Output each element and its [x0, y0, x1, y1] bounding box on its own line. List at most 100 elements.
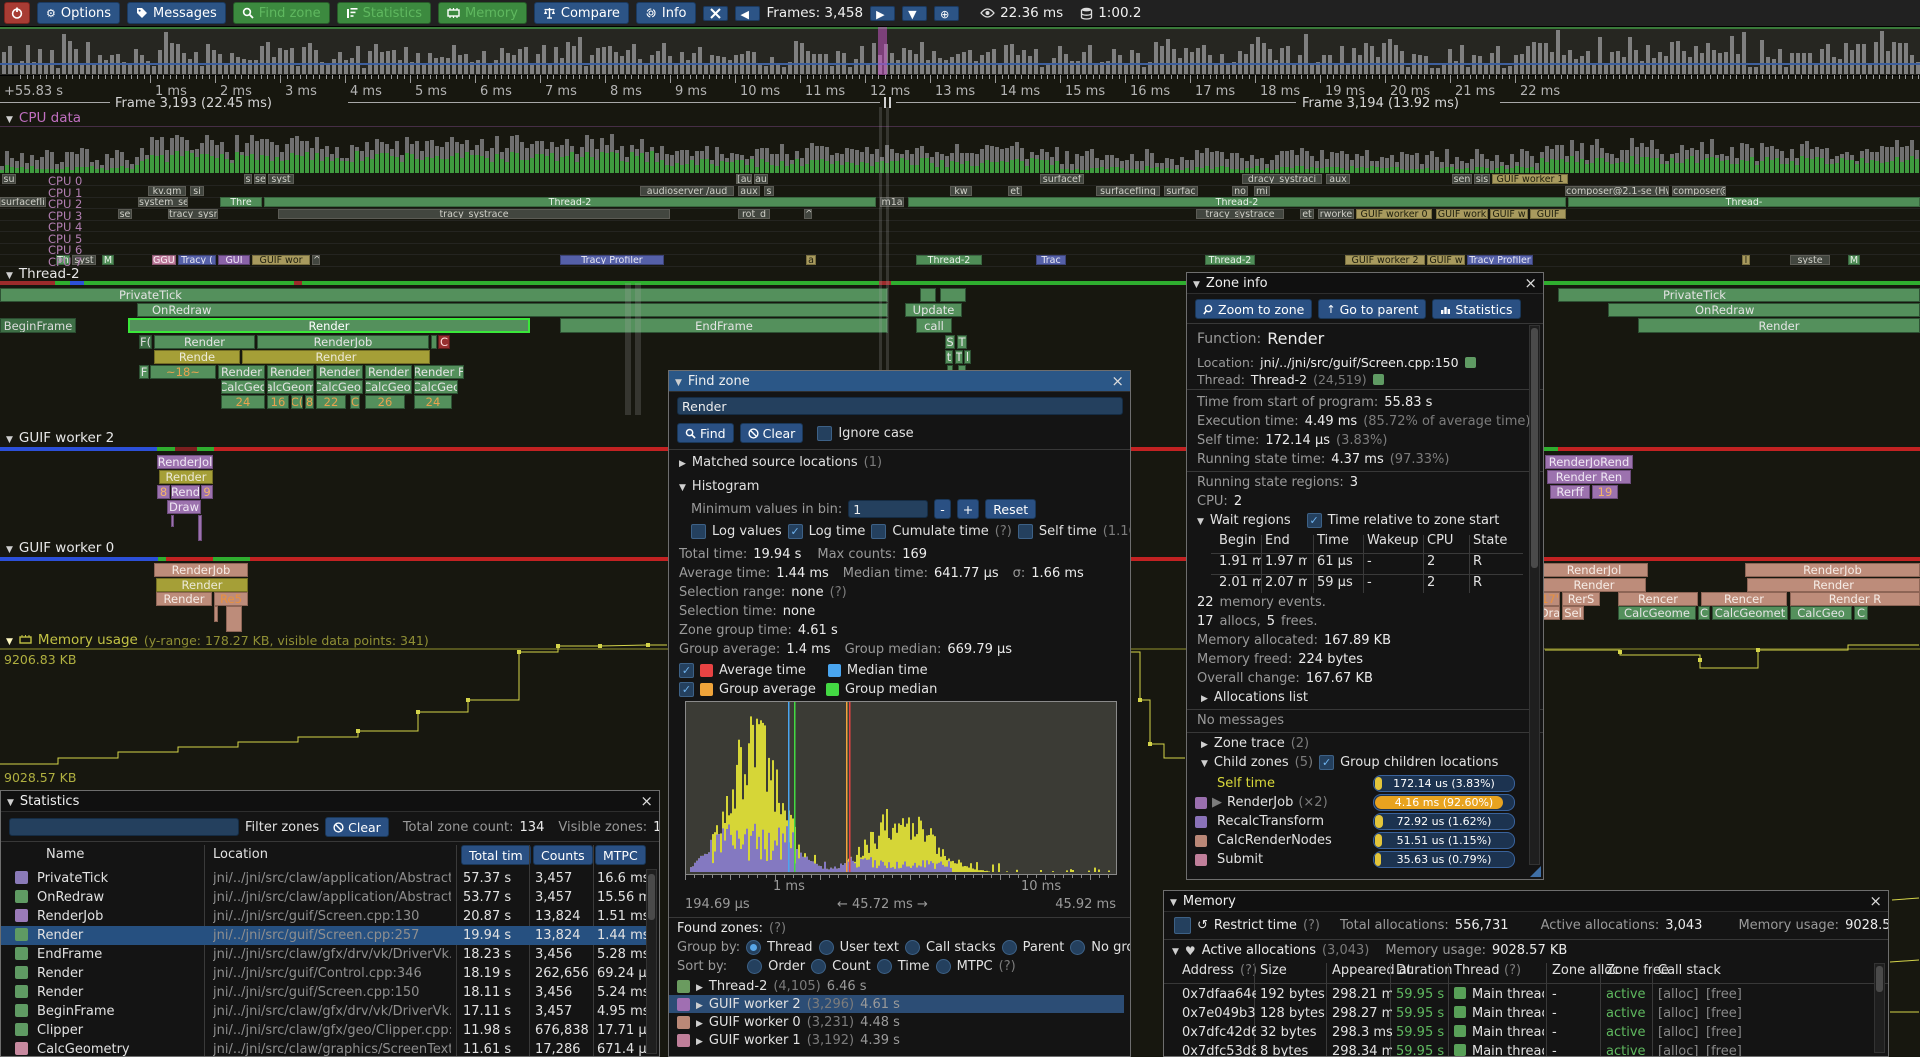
- group-none-radio[interactable]: [1070, 940, 1086, 955]
- table-row[interactable]: OnRedraw jni/../jni/src/claw/application…: [1, 888, 657, 907]
- zoom-to-zone-button[interactable]: Zoom to zone: [1195, 299, 1313, 319]
- find-zone-titlebar[interactable]: Find zone: [669, 371, 1130, 392]
- table-row[interactable]: EndFrame jni/../jni/src/claw/gfx/drv/vk/…: [1, 945, 650, 964]
- cpu-zone[interactable]: kw: [950, 186, 972, 196]
- zone[interactable]: PrivateTick: [0, 288, 888, 302]
- table-row[interactable]: BeginFrame jni/../jni/src/claw/gfx/drv/v…: [1, 1002, 650, 1021]
- group-checkbox[interactable]: [679, 682, 694, 697]
- cpu-zone[interactable]: [1238, 209, 1240, 219]
- zone[interactable]: [171, 515, 174, 527]
- cpu-zone[interactable]: Tracy Profiler: [1467, 255, 1533, 265]
- cpu-zone[interactable]: composer@2.1-se (Hw: [1565, 186, 1669, 196]
- cpu-zone[interactable]: se: [118, 209, 132, 219]
- ignore-case-checkbox[interactable]: [817, 425, 833, 441]
- zone[interactable]: CalcGeor: [316, 380, 363, 394]
- cpu-zone[interactable]: dracy_systraci: [1242, 174, 1322, 184]
- cpu-zone[interactable]: l: [1742, 255, 1750, 265]
- zone[interactable]: S: [945, 335, 955, 349]
- zone[interactable]: RenderJol: [1540, 563, 1648, 577]
- cpu-zone[interactable]: syst: [72, 255, 96, 265]
- table-row[interactable]: Render jni/../jni/src/guif/Screen.cpp:25…: [1, 926, 650, 945]
- table-row[interactable]: PrivateTick jni/../jni/src/claw/applicat…: [1, 869, 650, 888]
- statistics-titlebar[interactable]: Statistics: [1, 791, 659, 812]
- cpu-zone[interactable]: Thread-2: [916, 255, 982, 265]
- cpu-zone[interactable]: sen: [1452, 174, 1472, 184]
- zone[interactable]: Update: [905, 303, 962, 317]
- cpu-zone[interactable]: GGUIF: [152, 255, 176, 265]
- memory-usage-header[interactable]: Memory usage(y-range: 178.27 KB, visible…: [6, 632, 429, 648]
- zone[interactable]: Render: [156, 578, 248, 592]
- table-row[interactable]: CalcGeometry jni/../jni/src/claw/graphic…: [1, 1040, 653, 1056]
- cpu-zone[interactable]: se: [254, 174, 266, 184]
- cpu-zone[interactable]: a: [806, 255, 816, 265]
- cpu-data-header[interactable]: CPU data: [6, 110, 81, 126]
- zone[interactable]: Render F: [414, 365, 464, 379]
- thread-header[interactable]: Thread-2: [6, 266, 80, 282]
- zone[interactable]: RenderJoRend: [1545, 455, 1633, 469]
- zone[interactable]: [431, 335, 437, 349]
- collapse-icon[interactable]: [1172, 943, 1179, 958]
- zone[interactable]: Render: [156, 592, 212, 606]
- cpu-zone[interactable]: Thread-2: [264, 197, 876, 207]
- zone[interactable]: 24: [221, 395, 265, 409]
- col-name[interactable]: Name: [46, 847, 85, 862]
- allocation-row[interactable]: 0x7dfc53d898 8 bytes 298.34 ms 59.95 s M…: [1182, 1044, 1742, 1057]
- cpu-zone[interactable]: sis: [1474, 174, 1490, 184]
- cpu-zone[interactable]: ^: [804, 209, 812, 219]
- collapse-icon[interactable]: [6, 632, 13, 648]
- cpu-zone[interactable]: Thread-2: [908, 197, 1566, 207]
- tools-button[interactable]: [702, 5, 728, 21]
- cpu-zone[interactable]: audioserver /aud: [640, 186, 734, 196]
- cpu-zone[interactable]: surfacefling: [0, 197, 46, 207]
- cpu-zone[interactable]: GUI: [218, 255, 250, 265]
- cpu-zone[interactable]: [au: [736, 174, 752, 184]
- col-location[interactable]: Location: [213, 847, 268, 862]
- cpu-zone[interactable]: GUIF worker 2: [1345, 255, 1425, 265]
- options-button[interactable]: ⚙ Options: [37, 2, 121, 24]
- cpu-zone[interactable]: Trac: [1036, 255, 1066, 265]
- zone[interactable]: CalcGeome: [1618, 606, 1696, 620]
- zone-info-titlebar[interactable]: Zone info: [1187, 273, 1543, 294]
- cpu-zone[interactable]: et: [1300, 209, 1314, 219]
- group-children-checkbox[interactable]: [1319, 755, 1335, 770]
- collapse-icon[interactable]: [1201, 690, 1208, 705]
- cpu-zone[interactable]: su: [2, 174, 16, 184]
- zone[interactable]: 8: [305, 395, 314, 409]
- collapse-icon[interactable]: [6, 266, 13, 282]
- cpu-zone[interactable]: s: [244, 174, 252, 184]
- zone[interactable]: call: [916, 318, 952, 333]
- cpu-zone[interactable]: composer@: [1672, 186, 1726, 196]
- cpu-zone[interactable]: M: [102, 255, 114, 265]
- cpu-zone[interactable]: ^: [312, 255, 320, 265]
- cpu-zone[interactable]: Tracy (: [178, 255, 216, 265]
- zone[interactable]: t: [945, 350, 953, 364]
- collapse-icon[interactable]: [696, 997, 703, 1012]
- cpu-zone[interactable]: aux: [738, 186, 760, 196]
- zone[interactable]: Re5: [214, 592, 248, 606]
- frame-labels-row[interactable]: Frame 3,193 (22.45 ms) Frame 3,194 (13.9…: [0, 96, 1920, 111]
- zone[interactable]: RerS: [1562, 592, 1600, 606]
- cpu-zone[interactable]: tracy_systrace: [1196, 209, 1284, 219]
- zone[interactable]: C: [1854, 606, 1868, 620]
- cpu-zone[interactable]: tracy_sysn: [168, 209, 218, 219]
- child-zone-row[interactable]: Submit 35.63 us (0.79%): [1187, 851, 1527, 870]
- collapse-icon[interactable]: [1193, 276, 1200, 291]
- clear-filter-button[interactable]: Clear: [325, 817, 389, 837]
- reset-button[interactable]: Reset: [985, 499, 1037, 519]
- find-button[interactable]: Find: [677, 423, 734, 443]
- histogram-plot[interactable]: [685, 701, 1117, 875]
- info-button[interactable]: Info: [635, 2, 696, 24]
- zone[interactable]: CalcGeo: [1790, 606, 1852, 620]
- zone[interactable]: 17': [1540, 592, 1560, 606]
- table-row[interactable]: Clipper jni/../jni/src/claw/gfx/geo/Clip…: [1, 1021, 653, 1040]
- zone[interactable]: RenderJob: [257, 335, 429, 349]
- zone[interactable]: 9: [201, 485, 213, 499]
- sort-time-radio[interactable]: [876, 959, 892, 974]
- sort-counts[interactable]: Counts: [533, 845, 593, 865]
- statistics-button[interactable]: Statistics: [336, 2, 432, 24]
- cpu-zone[interactable]: system_se: [138, 197, 188, 207]
- cpu-zone[interactable]: Thread-: [1568, 197, 1920, 207]
- cpu-zone[interactable]: rworke: [1318, 209, 1354, 219]
- zone[interactable]: T: [957, 335, 967, 349]
- zone[interactable]: CalcGeomet: [1712, 606, 1788, 620]
